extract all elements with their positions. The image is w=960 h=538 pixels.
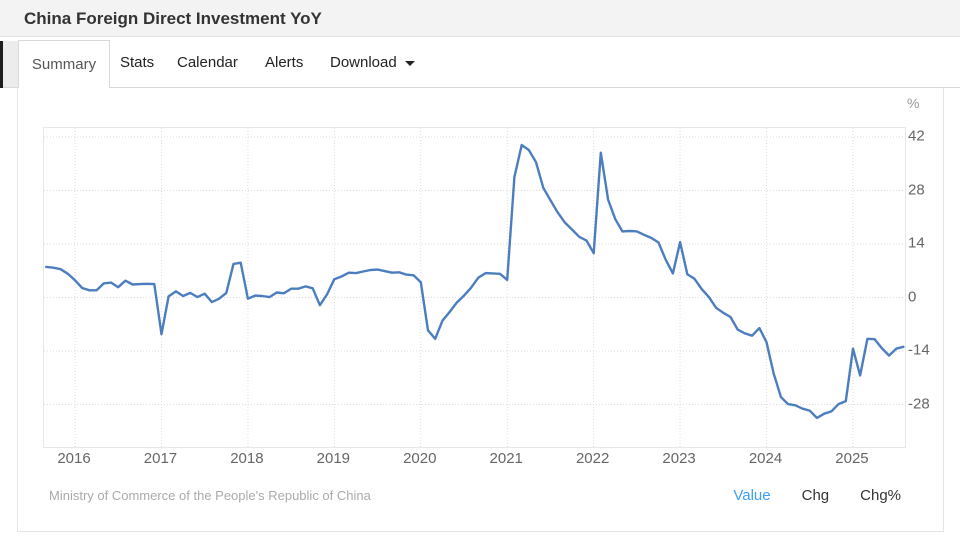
x-tick-label: 2017	[143, 450, 178, 467]
x-tick-label: 2024	[748, 450, 783, 467]
footer-link-value[interactable]: Value	[733, 487, 771, 504]
chevron-down-icon	[404, 61, 415, 66]
tab-bar: Summary Stats Calendar Alerts Download	[0, 37, 960, 88]
y-tick-label: -28	[908, 395, 930, 412]
tab-bar-left-gutter	[3, 41, 18, 88]
page-title: China Foreign Direct Investment YoY	[24, 9, 322, 28]
tab-download[interactable]: Download	[330, 37, 415, 88]
title-bar: China Foreign Direct Investment YoY	[0, 0, 960, 37]
y-axis-unit-label: %	[907, 95, 920, 111]
series-line	[45, 143, 905, 420]
y-tick-label: 0	[908, 288, 917, 305]
y-tick-label: 14	[908, 234, 925, 252]
y-tick-label: 42	[908, 127, 925, 145]
y-tick-label: -14	[908, 341, 930, 359]
tab-calendar-label: Calendar	[177, 54, 238, 71]
tab-stats-label: Stats	[120, 54, 155, 71]
x-tick-label: 2019	[316, 450, 351, 467]
tab-alerts-label: Alerts	[265, 54, 304, 71]
tab-calendar[interactable]: Calendar	[177, 37, 238, 88]
chart-plot-area[interactable]	[43, 127, 906, 448]
tab-stats[interactable]: Stats	[120, 37, 154, 88]
x-tick-label: 2025	[835, 450, 869, 467]
footer-link-chgpct[interactable]: Chg%	[860, 487, 901, 504]
tab-summary[interactable]: Summary	[18, 40, 110, 88]
tab-alerts[interactable]: Alerts	[265, 37, 303, 88]
x-tick-label: 2016	[57, 450, 91, 467]
x-tick-label: 2022	[575, 450, 610, 467]
source-attribution: Ministry of Commerce of the People's Rep…	[49, 488, 371, 503]
x-tick-label: 2018	[230, 450, 264, 467]
footer-links: Value Chg Chg%	[733, 487, 901, 504]
fdi-yoy-line-chart	[44, 128, 905, 447]
y-tick-label: 28	[908, 181, 925, 199]
chart-card: % 42 28 14 0 -14 -28 2016 2017 2018 2019 2020 2021…	[17, 88, 944, 532]
tab-bar-divider	[0, 87, 960, 88]
tab-download-label: Download	[330, 54, 397, 71]
x-tick-label: 2023	[662, 450, 696, 467]
x-tick-label: 2020	[403, 450, 437, 467]
x-tick-label: 2021	[489, 450, 523, 467]
footer-link-chg[interactable]: Chg	[801, 487, 830, 504]
left-edge-sliver	[0, 41, 3, 88]
tab-summary-label: Summary	[31, 56, 97, 73]
